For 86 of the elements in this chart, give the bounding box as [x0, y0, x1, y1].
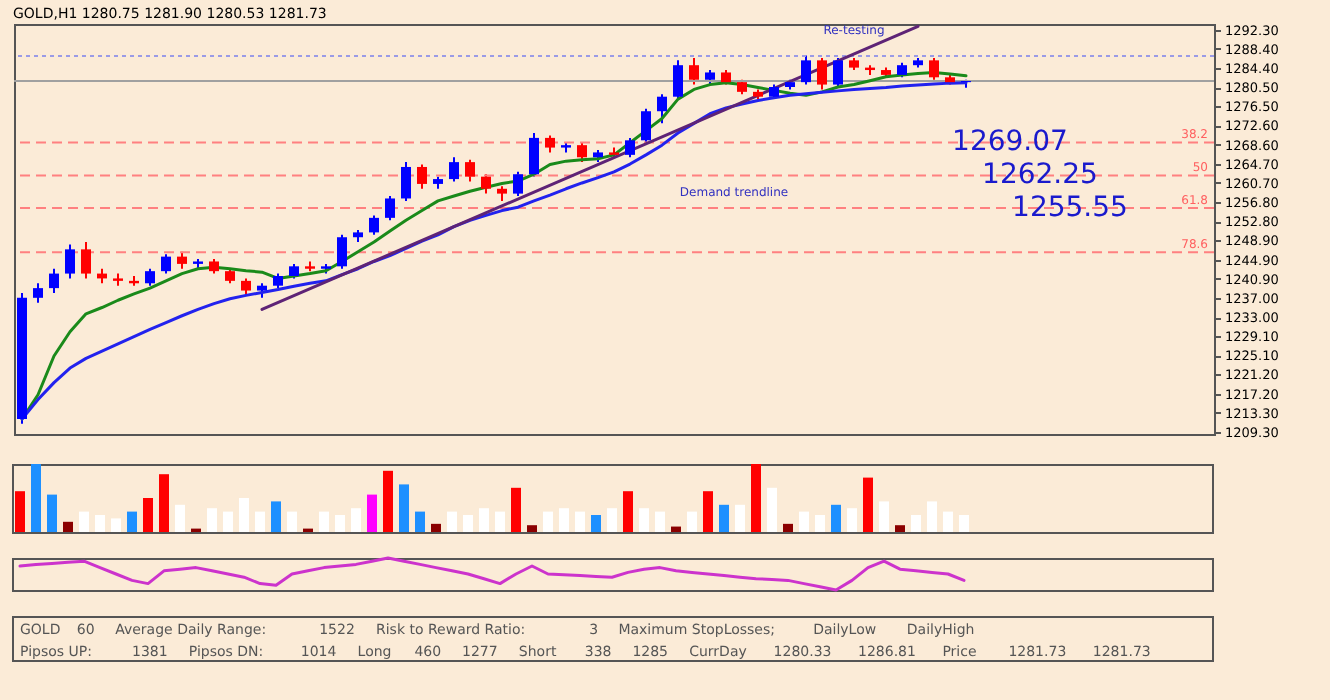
- candlestick: [65, 243, 75, 280]
- bar: [591, 515, 601, 532]
- bar: [399, 484, 409, 532]
- bar: [927, 501, 937, 532]
- bar: [479, 508, 489, 532]
- bar: [463, 515, 473, 532]
- bar: [543, 511, 553, 532]
- bar: [31, 464, 41, 532]
- bar: [799, 511, 809, 532]
- candlestick: [337, 233, 347, 270]
- bar: [703, 491, 713, 532]
- candlestick: [817, 56, 827, 91]
- bar: [895, 525, 905, 532]
- bar: [351, 508, 361, 532]
- candlestick: [449, 156, 459, 183]
- bar: [175, 504, 185, 532]
- bar: [687, 511, 697, 532]
- candlestick: [513, 170, 523, 198]
- candlestick: [673, 59, 683, 101]
- candlestick: [801, 54, 811, 86]
- candlestick: [657, 93, 667, 125]
- bar: [431, 523, 441, 532]
- bar: [943, 511, 953, 532]
- ref-line-label: 1262.25: [982, 159, 1098, 192]
- bar: [15, 491, 25, 532]
- bar: [63, 521, 73, 532]
- bar: [335, 515, 345, 532]
- bar: [639, 508, 649, 532]
- bar: [111, 518, 121, 532]
- candlestick: [929, 56, 939, 81]
- candlestick: [689, 56, 699, 86]
- bar: [255, 511, 265, 532]
- candlestick: [401, 161, 411, 202]
- bar: [719, 504, 729, 532]
- bar: [959, 515, 969, 532]
- bar: [751, 464, 761, 532]
- bar: [287, 511, 297, 532]
- bar: [447, 511, 457, 532]
- candlestick: [833, 56, 843, 88]
- bar: [559, 508, 569, 532]
- bar: [783, 523, 793, 532]
- candlestick: [49, 267, 59, 294]
- candlestick: [641, 107, 651, 144]
- bar: [575, 511, 585, 532]
- ref-line-label: 1255.55: [1012, 191, 1128, 224]
- bar: [367, 494, 377, 532]
- bar: [527, 525, 537, 532]
- bar: [383, 470, 393, 532]
- candlestick: [33, 282, 43, 304]
- bar: [607, 508, 617, 532]
- bar: [623, 491, 633, 532]
- bar: [207, 508, 217, 532]
- bar: [271, 501, 281, 532]
- bar: [415, 511, 425, 532]
- bar: [319, 511, 329, 532]
- bar: [863, 477, 873, 532]
- candlestick: [81, 241, 91, 280]
- bar: [879, 501, 889, 532]
- candlestick: [481, 173, 491, 195]
- bar: [159, 474, 169, 532]
- bar: [239, 498, 249, 532]
- bar: [655, 511, 665, 532]
- bar: [495, 511, 505, 532]
- bar: [767, 487, 777, 532]
- candlestick: [385, 195, 395, 222]
- ref-line-label: 1269.07: [952, 126, 1068, 159]
- candlestick: [161, 253, 171, 275]
- bar: [847, 508, 857, 532]
- bar: [143, 498, 153, 532]
- candlestick: [417, 163, 427, 190]
- bar: [223, 511, 233, 532]
- bar: [671, 526, 681, 532]
- candlestick: [369, 214, 379, 236]
- bar: [79, 511, 89, 532]
- bar: [95, 515, 105, 532]
- candlestick: [529, 132, 539, 178]
- bar: [511, 487, 521, 532]
- candlestick: [577, 141, 587, 164]
- bar: [911, 515, 921, 532]
- candlestick: [625, 136, 635, 159]
- candlestick: [465, 158, 475, 183]
- bar: [831, 504, 841, 532]
- bar: [47, 494, 57, 532]
- bar: [815, 515, 825, 532]
- bar: [127, 511, 137, 532]
- bar: [735, 504, 745, 532]
